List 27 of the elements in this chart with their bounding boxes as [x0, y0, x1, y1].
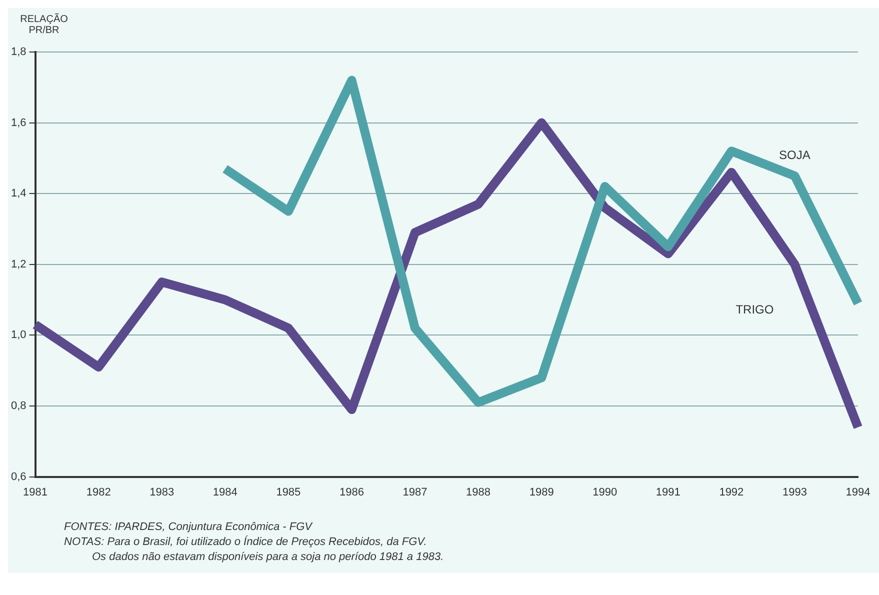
y-tick-label: 1,4 [10, 188, 26, 200]
x-tick-label: 1982 [86, 486, 111, 498]
y-tick-label: 1,2 [10, 258, 26, 270]
x-tick-label: 1984 [212, 486, 238, 498]
x-tick-label: 1987 [402, 486, 428, 498]
x-tick-label: 1983 [150, 486, 174, 498]
x-tick-label: 1989 [529, 486, 554, 498]
y-axis-title: RELAÇÃO PR/BR [19, 14, 69, 36]
text: FONTES: IPARDES, Conjuntura Econômica - FGV [64, 520, 314, 535]
x-tick-label: 1992 [719, 486, 744, 498]
y-tick-label: 1,8 [10, 46, 26, 58]
y-tick-label: 0,8 [10, 400, 26, 412]
x-tick-label: 1991 [656, 486, 680, 498]
x-tick-label: 1981 [23, 486, 48, 498]
x-tick-label: 1985 [276, 486, 301, 498]
x-tick-label: 1993 [782, 486, 807, 498]
y-tick-label: 1,6 [10, 116, 26, 129]
x-tick-label: 1986 [339, 486, 364, 498]
y-tick-label: 0,6 [10, 470, 26, 483]
y-tick-label: 1,0 [10, 329, 26, 342]
text: NOTAS: Para o Brasil, foi utilizado o Índice de Preços Recebidos, da FGV. [64, 535, 428, 550]
series-label: SOJA [779, 148, 810, 162]
text: TRIGO [736, 302, 774, 317]
x-tick-label: 1994 [846, 486, 870, 498]
x-tick-label: 1988 [466, 486, 491, 498]
text: Os dados não estavam disponíveis para a soja no período 1981 a 1983. [91, 550, 445, 565]
x-tick-label: 1990 [592, 486, 618, 498]
